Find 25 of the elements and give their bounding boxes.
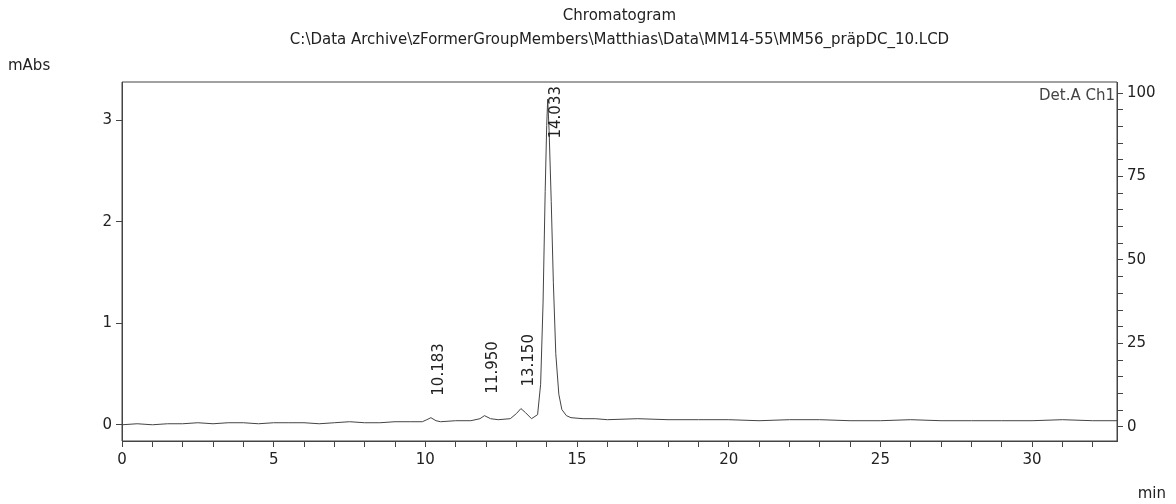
y-tick-label: 1 [102, 313, 112, 332]
annotation: 11.950 [482, 341, 501, 394]
x-tick-label: 10 [415, 449, 435, 468]
y-axis-title: mAbs [8, 56, 51, 74]
text: Det.A Ch1 [1039, 86, 1115, 104]
y2-tick-label: 0 [1127, 416, 1137, 435]
x-axis-title: min [1137, 484, 1166, 502]
y-tick-label: 3 [102, 110, 112, 129]
x-tick-label: 20 [719, 449, 739, 468]
chart-subtitle: C:\Data Archive\zFormerGroupMembers\Matthias\Data\MM14-55\MM56_präpDC_10.LCD [289, 30, 950, 49]
y-tick-label: 0 [102, 414, 112, 433]
y2-tick-label: 100 [1127, 82, 1156, 101]
x-tick-label: 25 [870, 449, 890, 468]
chart-title: Chromatogram [562, 6, 677, 24]
annotation: 10.183 [428, 343, 447, 396]
y2-tick-label: 75 [1127, 166, 1147, 185]
y-tick-label: 2 [102, 211, 112, 230]
x-tick-label: 5 [268, 449, 279, 468]
y2-tick-label: 50 [1127, 249, 1147, 268]
x-tick-label: 30 [1022, 449, 1042, 468]
y2-tick-label: 25 [1127, 333, 1147, 352]
x-tick-label: 0 [117, 449, 127, 468]
x-tick-label: 15 [567, 449, 587, 468]
annotation: 14.033 [545, 85, 564, 139]
annotation: 13.150 [518, 334, 537, 387]
